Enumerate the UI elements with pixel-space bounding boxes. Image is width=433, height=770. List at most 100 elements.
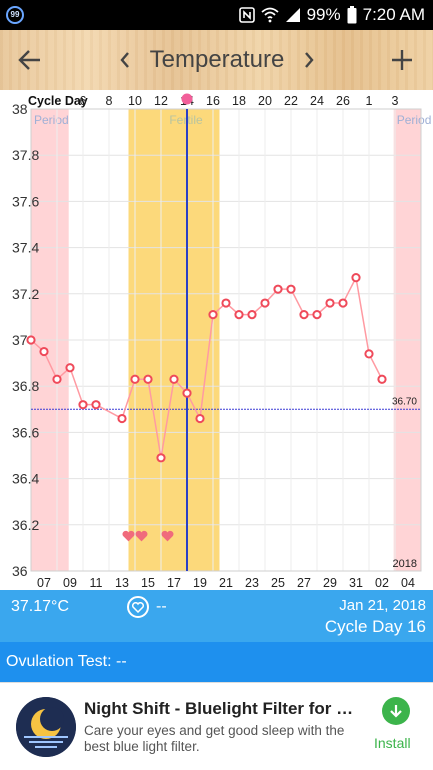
date-tick: 19 (193, 576, 207, 590)
temperature-point (78, 400, 88, 410)
date-tick: 04 (401, 576, 415, 590)
info-bar: 37.17°C -- Jan 21, 2018 Cycle Day 16 (0, 590, 433, 642)
ovulation-marker-dot (181, 93, 193, 105)
battery-icon (347, 6, 357, 24)
back-button[interactable] (8, 30, 52, 90)
temperature-point (91, 400, 101, 410)
chevron-right-icon (305, 52, 314, 68)
y-tick-label: 36 (12, 563, 28, 579)
temperature-point (26, 335, 36, 345)
heart-icon[interactable] (127, 596, 149, 618)
date-tick: 17 (167, 576, 181, 590)
battery-percent: 99% (306, 5, 341, 24)
temperature-point (299, 309, 309, 320)
temperature-point (377, 374, 387, 384)
y-tick-label: 36.8 (12, 378, 39, 394)
temperature-point (325, 298, 335, 308)
cycle-day-header: Cycle Day (28, 94, 88, 108)
y-tick-label: 37.2 (12, 286, 39, 302)
date-tick: 29 (323, 576, 337, 590)
cycle-day-tick: 8 (106, 94, 113, 108)
app-header: Temperature (0, 30, 433, 90)
temperature-point (351, 273, 361, 283)
selected-date: Jan 21, 2018 (339, 597, 426, 614)
temperature-point (221, 298, 231, 308)
y-tick-label: 37 (12, 332, 28, 348)
temperature-point (286, 284, 296, 294)
temperature-point (39, 346, 49, 357)
date-tick: 15 (141, 576, 155, 590)
moon-app-icon (16, 697, 76, 757)
temperature-point (169, 374, 179, 384)
cycle-day-tick: 16 (206, 94, 220, 108)
status-time: 7:20 AM (362, 5, 425, 24)
date-tick: 02 (375, 576, 389, 590)
heart-marker (161, 530, 174, 542)
cycle-day-tick: 22 (284, 94, 298, 108)
ad-banner[interactable]: Night Shift - Bluelight Filter for Goo..… (0, 682, 433, 770)
period-label: Period (34, 113, 69, 127)
ovulation-test-row[interactable]: Ovulation Test: -- (0, 642, 433, 682)
temperature-point (364, 349, 374, 359)
status-icons: 99% 7:20 AM (238, 4, 425, 26)
temperature-point (273, 284, 283, 294)
temperature-point (156, 453, 166, 463)
chevron-left-icon (120, 52, 129, 68)
cycle-day-tick: 3 (392, 94, 399, 108)
cycle-day-tick: 26 (336, 94, 350, 108)
page-title: Temperature (149, 46, 285, 73)
cycle-day-tick: 12 (154, 94, 168, 108)
date-tick: 11 (90, 576, 103, 590)
cycle-day-tick: 1 (366, 94, 373, 108)
y-tick-label: 38 (12, 101, 28, 117)
next-cycle-button[interactable] (292, 30, 326, 90)
date-tick: 09 (63, 576, 77, 590)
period-label: Period (397, 113, 432, 127)
heart-marker (122, 530, 135, 542)
temperature-point (312, 309, 322, 320)
y-tick-label: 37.6 (12, 193, 39, 209)
add-entry-button[interactable] (380, 30, 424, 90)
previous-cycle-button[interactable] (108, 30, 142, 90)
temperature-point (195, 413, 205, 424)
wifi-icon (261, 7, 279, 23)
cycle-day-tick: 10 (128, 94, 142, 108)
back-arrow-icon (18, 50, 40, 70)
nfc-icon (238, 7, 255, 23)
install-button[interactable]: Install (374, 735, 411, 751)
signal-icon (285, 8, 300, 22)
temperature-point (117, 413, 127, 424)
year-label: 2018 (393, 558, 417, 570)
temperature-point (208, 309, 218, 320)
coverline-label: 36.70 (392, 396, 417, 407)
date-tick: 25 (271, 576, 285, 590)
date-tick: 13 (115, 576, 129, 590)
status-bar: 99 99% 7:20 AM (0, 0, 433, 30)
date-tick: 07 (37, 576, 51, 590)
y-tick-label: 36.6 (12, 424, 39, 440)
cycle-day-tick: 18 (232, 94, 246, 108)
temperature-point (247, 309, 257, 320)
temperature-chart[interactable]: PeriodPeriodFertile3636.236.436.636.8373… (0, 90, 433, 590)
temperature-point (65, 363, 75, 373)
y-tick-label: 36.2 (12, 517, 39, 533)
date-tick: 27 (297, 576, 311, 590)
temperature-point (143, 374, 153, 384)
temperature-point (338, 298, 348, 308)
y-tick-label: 37.8 (12, 147, 39, 163)
temperature-point (130, 374, 140, 384)
cycle-day-tick: 24 (310, 94, 324, 108)
plus-icon (392, 50, 412, 70)
date-tick: 21 (219, 576, 233, 590)
cycle-day-tick: 6 (80, 94, 87, 108)
date-tick: 31 (349, 576, 363, 590)
temperature-point (52, 374, 62, 384)
download-icon[interactable] (382, 697, 410, 725)
temperature-point (234, 309, 244, 320)
cycle-day-tick: 20 (258, 94, 272, 108)
ad-description: Care your eyes and get good sleep with t… (84, 723, 345, 754)
y-tick-label: 36.4 (12, 471, 39, 487)
selected-cycle-day: Cycle Day 16 (324, 617, 426, 636)
temperature-reading: 37.17°C (11, 598, 69, 615)
temperature-point (260, 298, 270, 308)
